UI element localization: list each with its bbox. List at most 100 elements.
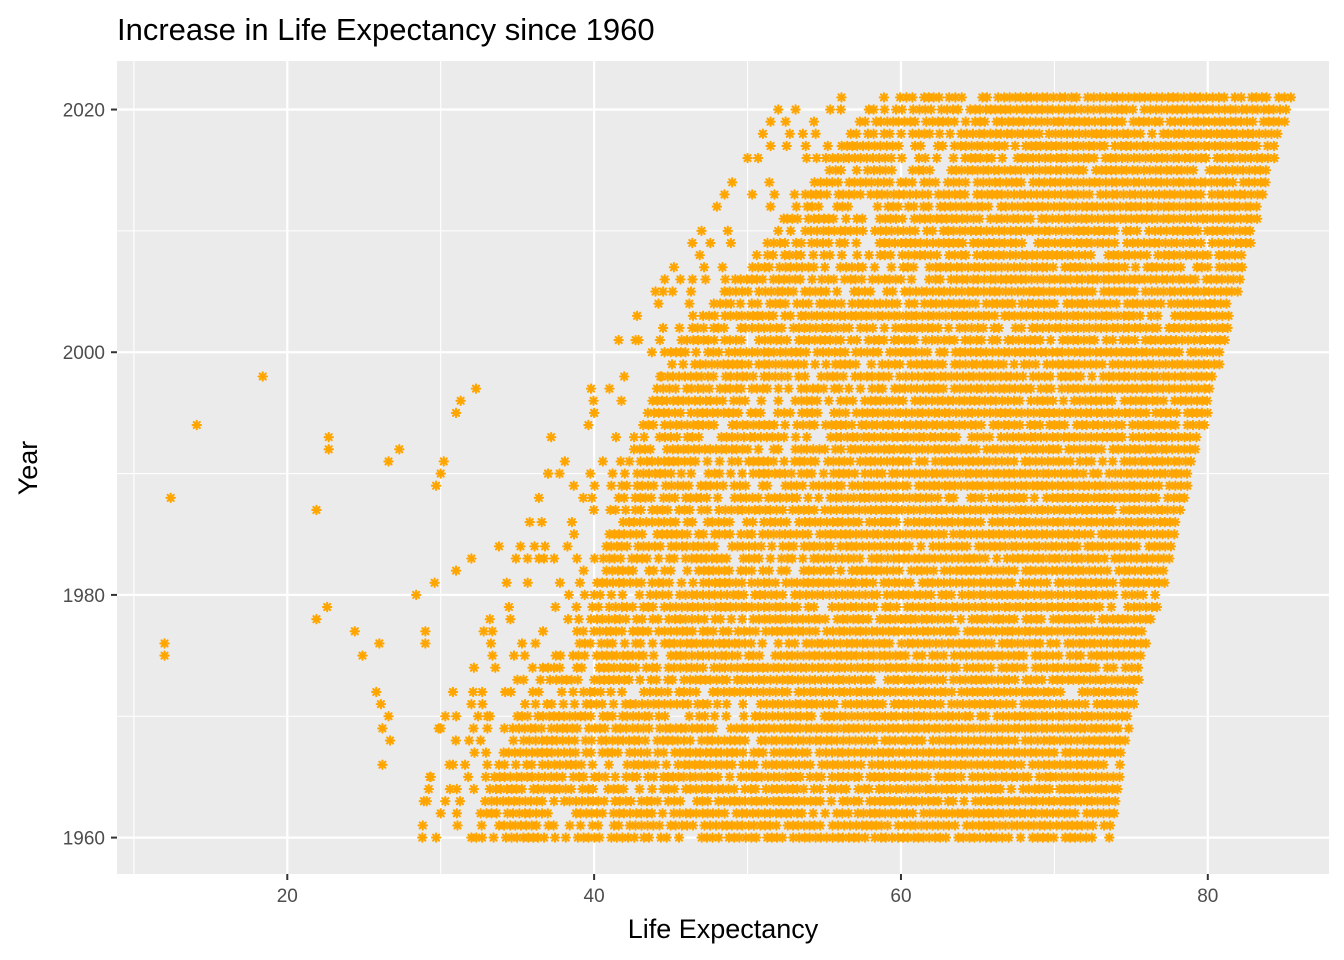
- data-point: [1067, 565, 1079, 576]
- data-point: [1006, 577, 1018, 589]
- data-point: [1036, 808, 1047, 819]
- data-point: [817, 589, 829, 601]
- data-point: [653, 516, 664, 528]
- data-point: [648, 419, 659, 431]
- data-point: [1188, 298, 1200, 309]
- data-point: [1251, 201, 1262, 212]
- data-point: [785, 310, 796, 322]
- data-point: [546, 698, 557, 710]
- data-point: [1058, 662, 1070, 673]
- data-point: [585, 613, 597, 625]
- data-point: [773, 395, 784, 407]
- data-point: [691, 662, 703, 673]
- data-point: [903, 468, 915, 479]
- data-point: [706, 771, 718, 783]
- data-point: [825, 480, 837, 491]
- data-point: [787, 674, 798, 686]
- data-point: [884, 613, 896, 625]
- data-point: [1049, 274, 1060, 285]
- data-point: [1097, 359, 1108, 370]
- data-point: [979, 662, 990, 673]
- data-point: [663, 589, 674, 601]
- data-point: [784, 274, 795, 285]
- data-point: [597, 456, 609, 467]
- data-point: [731, 747, 743, 758]
- data-point: [755, 407, 766, 419]
- data-point: [1078, 638, 1090, 649]
- data-point: [1028, 820, 1040, 831]
- data-point: [685, 783, 696, 795]
- data-point: [898, 225, 909, 237]
- data-point: [1184, 444, 1196, 455]
- data-point: [869, 456, 881, 467]
- data-point: [772, 431, 784, 443]
- data-point: [1011, 771, 1023, 783]
- data-point: [849, 371, 861, 382]
- data-point: [883, 310, 894, 322]
- data-point: [628, 516, 640, 528]
- data-point: [984, 456, 995, 467]
- data-point: [685, 492, 696, 504]
- data-point: [837, 832, 849, 843]
- data-point: [798, 541, 810, 552]
- data-point: [573, 650, 584, 661]
- data-point: [1085, 662, 1096, 673]
- data-point: [646, 516, 658, 528]
- data-point: [1064, 662, 1076, 673]
- data-point: [720, 650, 732, 661]
- data-point: [760, 626, 772, 637]
- data-point: [839, 686, 850, 698]
- data-point: [516, 771, 527, 783]
- data-point: [1117, 698, 1129, 710]
- data-point: [1125, 225, 1136, 237]
- data-point: [1059, 808, 1070, 819]
- data-point: [585, 747, 597, 758]
- data-point: [682, 528, 693, 540]
- data-point: [836, 492, 847, 504]
- data-point: [801, 383, 812, 394]
- data-point: [1191, 213, 1203, 224]
- data-point: [652, 456, 664, 467]
- data-point: [1015, 832, 1026, 843]
- data-point: [764, 820, 776, 831]
- data-point: [1101, 577, 1113, 589]
- data-point: [510, 553, 522, 564]
- data-point: [1032, 274, 1043, 285]
- data-point: [852, 662, 863, 673]
- data-point: [1094, 601, 1105, 613]
- data-point: [1154, 359, 1165, 370]
- data-point: [742, 310, 753, 322]
- data-point: [678, 674, 690, 686]
- data-point: [825, 565, 837, 576]
- data-point: [788, 322, 799, 334]
- data-point: [726, 456, 738, 467]
- data-point: [1103, 795, 1115, 807]
- data-point: [1094, 480, 1106, 491]
- data-point: [932, 650, 943, 661]
- data-point: [1169, 371, 1181, 382]
- data-point: [851, 249, 863, 261]
- data-point: [1024, 638, 1035, 649]
- data-point: [1003, 711, 1015, 722]
- data-point: [719, 310, 731, 322]
- data-point: [758, 322, 770, 334]
- data-point: [593, 601, 604, 613]
- data-point: [1152, 249, 1164, 261]
- data-point: [1102, 662, 1113, 673]
- data-point: [764, 298, 776, 309]
- data-point: [863, 298, 874, 309]
- data-point: [743, 759, 755, 771]
- data-point: [1165, 298, 1177, 309]
- data-point: [814, 528, 825, 540]
- data-point: [937, 359, 948, 370]
- data-point: [665, 419, 676, 431]
- data-point: [545, 771, 557, 783]
- data-point: [1006, 638, 1018, 649]
- data-point: [1020, 262, 1031, 273]
- data-point: [1078, 735, 1089, 746]
- data-point: [503, 795, 514, 807]
- data-point: [946, 553, 958, 564]
- data-point: [616, 395, 627, 407]
- data-point: [764, 262, 775, 273]
- data-point: [950, 783, 962, 795]
